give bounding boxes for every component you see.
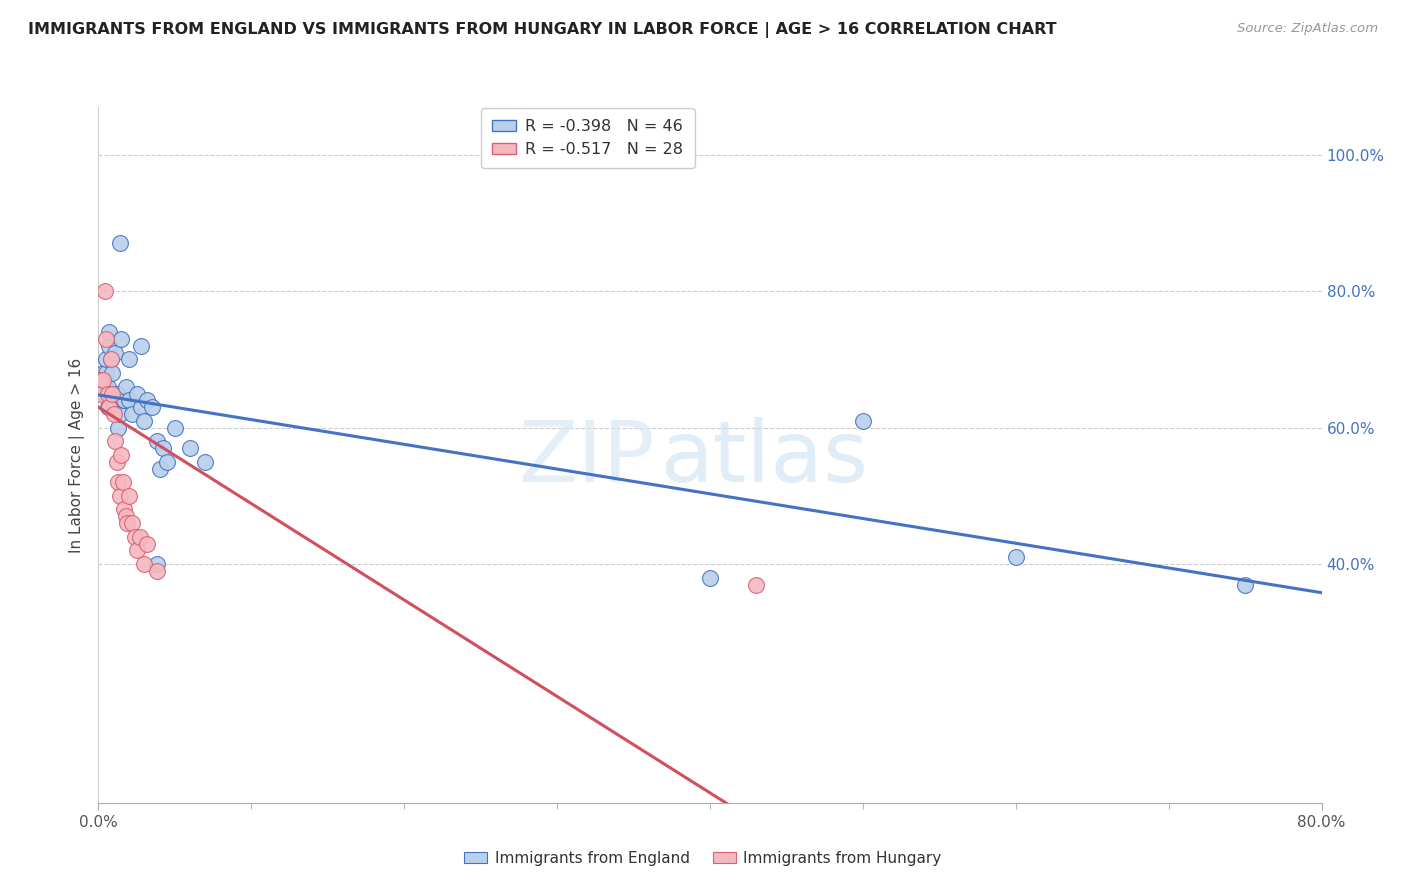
Point [125,386,148,401]
Point [101,393,124,408]
Point [129,339,152,353]
Point [89,373,111,387]
Point [101,386,124,401]
Point [156,455,179,469]
Point [129,400,152,414]
Point [94,366,117,380]
Point [107,475,129,490]
Point [1234,577,1257,591]
Y-axis label: In Labor Force | Age > 16: In Labor Force | Age > 16 [69,358,84,552]
Point [110,448,132,462]
Legend: R = -0.398   N = 46, R = -0.517   N = 28: R = -0.398 N = 46, R = -0.517 N = 28 [481,108,695,169]
Point [145,557,167,571]
Point [98,325,121,339]
Point [94,352,117,367]
Point [91,373,114,387]
Point [108,407,131,421]
Point [136,393,159,408]
Point [111,475,134,490]
Point [98,400,121,414]
Point [105,386,128,401]
Point [103,407,125,421]
Point [91,366,114,380]
Point [104,345,127,359]
Point [117,516,139,530]
Point [108,489,131,503]
Point [125,543,148,558]
Point [118,393,141,408]
Point [112,393,135,408]
Point [105,455,128,469]
Text: atlas: atlas [661,417,869,500]
Point [104,434,127,449]
Point [100,386,122,401]
Point [145,434,167,449]
Point [118,352,141,367]
Point [852,414,875,428]
Text: IMMIGRANTS FROM ENGLAND VS IMMIGRANTS FROM HUNGARY IN LABOR FORCE | AGE > 16 COR: IMMIGRANTS FROM ENGLAND VS IMMIGRANTS FR… [28,22,1057,38]
Legend: Immigrants from England, Immigrants from Hungary: Immigrants from England, Immigrants from… [460,847,946,871]
Point [745,577,768,591]
Point [121,407,143,421]
Point [97,380,120,394]
Point [134,557,156,571]
Point [97,400,120,414]
Point [93,386,115,401]
Point [134,414,156,428]
Point [100,352,122,367]
Point [163,420,186,434]
Point [107,420,129,434]
Text: ZIP: ZIP [519,417,655,500]
Point [93,284,115,298]
Point [112,502,135,516]
Point [110,332,132,346]
Point [93,373,115,387]
Point [115,509,138,524]
Point [97,386,120,401]
Point [179,441,201,455]
Point [94,332,117,346]
Point [118,489,141,503]
Point [699,571,721,585]
Point [108,236,131,251]
Point [89,380,111,394]
Point [1004,550,1026,565]
Point [124,530,146,544]
Point [101,366,124,380]
Point [103,400,125,414]
Point [90,386,112,401]
Text: Source: ZipAtlas.com: Source: ZipAtlas.com [1237,22,1378,36]
Point [152,441,174,455]
Point [149,461,172,475]
Point [98,339,121,353]
Point [128,530,150,544]
Point [90,373,112,387]
Point [100,352,122,367]
Point [121,516,143,530]
Point [136,536,159,550]
Point [145,564,167,578]
Point [194,455,217,469]
Point [115,380,138,394]
Point [111,393,134,408]
Point [141,400,163,414]
